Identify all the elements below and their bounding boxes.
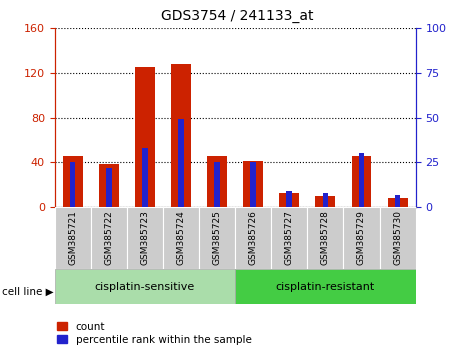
Text: GSM385729: GSM385729 [357, 210, 366, 265]
Text: GSM385723: GSM385723 [141, 210, 149, 265]
Bar [323, 193, 328, 207]
Legend: count, percentile rank within the sample: count, percentile rank within the sample [53, 317, 256, 349]
Bar [199, 207, 235, 269]
Bar [214, 162, 220, 207]
Bar [99, 164, 119, 207]
Bar [63, 156, 83, 207]
Bar [243, 161, 263, 207]
Bar [235, 207, 271, 269]
Bar [315, 196, 335, 207]
Bar [395, 195, 400, 207]
Text: GSM385727: GSM385727 [285, 210, 294, 265]
Bar [178, 120, 184, 207]
Text: GDS3754 / 241133_at: GDS3754 / 241133_at [161, 9, 314, 23]
Text: cell line ▶: cell line ▶ [2, 287, 54, 297]
Text: GSM385722: GSM385722 [104, 210, 113, 265]
Text: cisplatin-sensitive: cisplatin-sensitive [95, 282, 195, 292]
Bar [127, 207, 163, 269]
Text: cisplatin-resistant: cisplatin-resistant [276, 282, 375, 292]
Bar [142, 148, 148, 207]
Bar [250, 162, 256, 207]
Text: GSM385725: GSM385725 [213, 210, 221, 265]
Text: GSM385728: GSM385728 [321, 210, 330, 265]
Bar [55, 269, 235, 304]
Text: GSM385721: GSM385721 [68, 210, 77, 265]
Bar [352, 156, 371, 207]
Bar [55, 207, 91, 269]
Bar [135, 67, 155, 207]
Text: GSM385724: GSM385724 [177, 210, 185, 265]
Bar [286, 191, 292, 207]
Bar [380, 207, 416, 269]
Bar [235, 269, 416, 304]
Bar [106, 168, 112, 207]
Bar [171, 64, 191, 207]
Text: GSM385726: GSM385726 [249, 210, 257, 265]
Bar [388, 198, 408, 207]
Bar [91, 207, 127, 269]
Bar [343, 207, 380, 269]
Bar [279, 193, 299, 207]
Bar [307, 207, 343, 269]
Bar [70, 162, 76, 207]
Bar [207, 156, 227, 207]
Bar [163, 207, 199, 269]
Bar [359, 154, 364, 207]
Text: GSM385730: GSM385730 [393, 210, 402, 265]
Bar [271, 207, 307, 269]
